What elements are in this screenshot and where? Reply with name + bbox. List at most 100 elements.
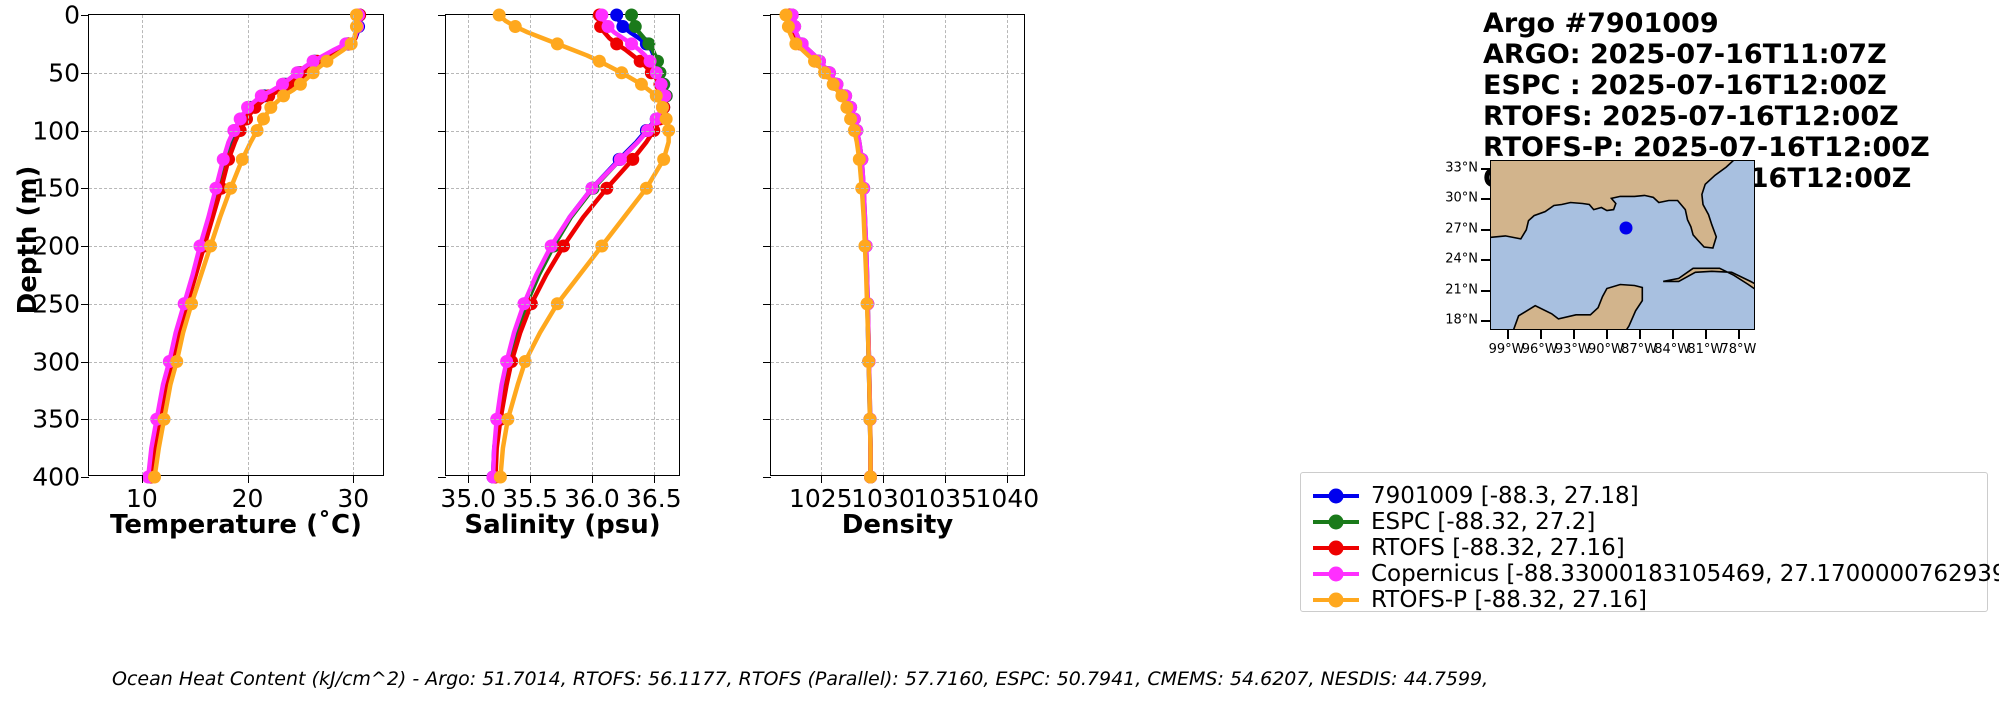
series-marker xyxy=(634,77,648,91)
legend-marker-dot xyxy=(1328,488,1344,504)
series-marker xyxy=(779,8,793,22)
series-marker xyxy=(613,152,627,166)
map-lat-label: 33°N xyxy=(1445,160,1478,176)
legend-swatch xyxy=(1313,566,1359,582)
map-lon-tick xyxy=(1572,330,1575,339)
x-tick-label: 1030 xyxy=(851,484,915,513)
y-tick-mark xyxy=(81,303,89,305)
y-tick-label: 400 xyxy=(32,462,80,492)
map-lat-label: 18°N xyxy=(1445,312,1478,328)
x-tick-mark xyxy=(882,475,884,483)
gridline-horizontal xyxy=(446,303,679,305)
series-marker xyxy=(835,89,849,103)
series-marker xyxy=(642,37,656,51)
x-tick-label: 1035 xyxy=(913,484,977,513)
series-marker xyxy=(264,100,278,114)
y-tick-mark xyxy=(81,246,89,247)
legend-item[interactable]: Copernicus [-88.33000183105469, 27.17000… xyxy=(1313,561,1999,587)
series-marker xyxy=(655,100,669,114)
x-tick-mark xyxy=(1007,475,1009,483)
series-marker xyxy=(626,152,640,166)
legend-item[interactable]: ESPC [-88.32, 27.2] xyxy=(1313,509,1973,535)
x-tick-label: 10 xyxy=(125,484,158,513)
gridline-horizontal xyxy=(89,246,383,247)
gridline-vertical xyxy=(820,15,822,475)
x-tick-mark xyxy=(247,475,249,483)
y-tick-label: 100 xyxy=(32,116,80,145)
series-marker xyxy=(643,54,657,68)
series-marker xyxy=(235,152,249,166)
header-line-1: ARGO: 2025-07-16T11:07Z xyxy=(1483,39,1887,70)
series-marker xyxy=(601,20,615,34)
y-tick-mark xyxy=(81,419,89,421)
y-tick-mark xyxy=(81,130,89,132)
gridline-horizontal xyxy=(771,130,1024,132)
density-plot-svg xyxy=(779,8,878,484)
series-marker xyxy=(254,89,268,103)
gridline-horizontal xyxy=(89,72,383,74)
series-marker xyxy=(233,112,247,126)
y-tick-mark xyxy=(438,72,446,74)
map-lat-label: 21°N xyxy=(1445,282,1478,298)
y-tick-mark xyxy=(763,361,771,363)
x-tick-mark xyxy=(353,475,355,483)
y-tick-label: 200 xyxy=(32,231,80,261)
x-tick-label: 1025 xyxy=(788,484,853,513)
legend-swatch xyxy=(1313,514,1359,530)
header-line-0: Argo #7901009 xyxy=(1483,8,1719,39)
map-lon-label: 84°W xyxy=(1654,342,1691,357)
map-land-yucatan xyxy=(1512,283,1644,329)
y-tick-label: 350 xyxy=(32,404,80,434)
temperature-axes: 0 50 100 150 200 250 300 350 400 10 20 30 xyxy=(32,1,384,513)
gridline-horizontal xyxy=(89,188,383,190)
gridline-horizontal xyxy=(771,303,1024,305)
series-marker xyxy=(616,20,630,34)
y-tick-mark xyxy=(763,303,771,305)
legend-label: Copernicus [-88.33000183105469, 27.17000… xyxy=(1371,561,1999,587)
y-tick-mark xyxy=(81,361,89,363)
map-lon-tick xyxy=(1672,330,1675,339)
map-lon-label: 81°W xyxy=(1687,342,1724,357)
y-tick-mark xyxy=(763,188,771,190)
y-tick-mark xyxy=(763,72,771,74)
y-tick-mark xyxy=(438,361,446,363)
map-lon-tick xyxy=(1705,330,1708,339)
argo-float-marker xyxy=(1619,221,1633,235)
x-tick-mark xyxy=(141,475,143,483)
gridline-vertical xyxy=(353,15,355,475)
series-marker xyxy=(256,112,270,126)
series-marker xyxy=(610,37,624,51)
x-tick-label: 36.5 xyxy=(625,484,682,513)
gridline-vertical xyxy=(653,15,655,475)
legend-item[interactable]: RTOFS [-88.32, 27.16] xyxy=(1313,535,1973,561)
map-lon-tick xyxy=(1539,330,1542,339)
legend-item[interactable]: 7901009 [-88.3, 27.18] xyxy=(1313,483,1973,509)
map-lon-label: 87°W xyxy=(1621,342,1658,357)
salinity-axes: 35.0 35.5 36.0 36.5 xyxy=(438,8,682,513)
y-tick-label: 50 xyxy=(48,58,80,88)
x-tick-mark xyxy=(591,475,593,483)
gridline-horizontal xyxy=(771,361,1024,363)
header-line-2: ESPC : 2025-07-16T12:00Z xyxy=(1483,70,1887,101)
series-marker xyxy=(789,37,803,51)
gridline-horizontal xyxy=(771,246,1024,247)
legend-label: RTOFS [-88.32, 27.16] xyxy=(1371,535,1625,561)
series-marker xyxy=(649,89,663,103)
series-marker xyxy=(826,77,840,91)
gridline-horizontal xyxy=(446,188,679,190)
y-tick-mark xyxy=(763,130,771,132)
map-land-northamerica xyxy=(1491,161,1734,249)
gridline-horizontal xyxy=(89,419,383,421)
density-axis-title: Density xyxy=(841,510,954,540)
legend-item[interactable]: RTOFS-P [-88.32, 27.16] xyxy=(1313,587,1973,613)
series-marker xyxy=(492,8,506,22)
y-tick-mark xyxy=(438,303,446,305)
map-lat-tick xyxy=(1481,259,1490,262)
map-lon-tick xyxy=(1738,330,1741,339)
series-marker xyxy=(649,112,663,126)
gridline-vertical xyxy=(591,15,593,475)
series-marker xyxy=(625,8,639,22)
temperature-panel: Depth (m) 0 50 100 150 200 250 300 350 400 10 20 30… xyxy=(0,0,420,660)
header-line-3: RTOFS: 2025-07-16T12:00Z xyxy=(1483,101,1899,132)
map-lon-label: 90°W xyxy=(1587,342,1624,357)
